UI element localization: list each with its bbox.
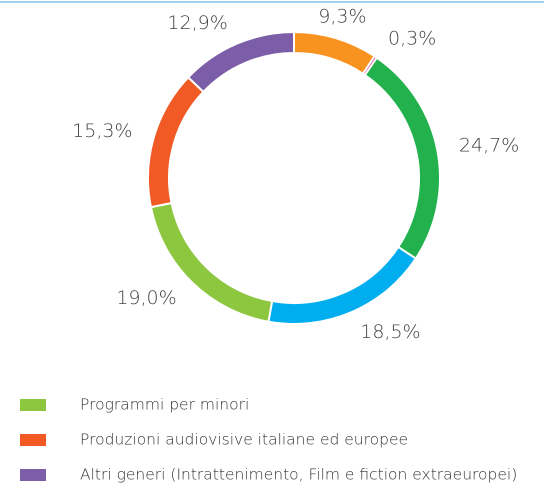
legend-swatch	[20, 434, 46, 446]
value-label: 12,9%	[167, 12, 227, 34]
legend-label: Produzioni audiovisive italiane ed europ…	[80, 431, 408, 449]
legend-label: Altri generi (Intrattenimento, Film e fi…	[80, 466, 517, 484]
value-label: 24,7%	[459, 135, 519, 157]
legend-swatch	[20, 469, 46, 481]
donut-segment	[267, 245, 418, 325]
donut-segment	[293, 30, 376, 76]
legend-label: Programmi per minori	[80, 396, 249, 414]
donut-segment	[363, 56, 441, 260]
value-label: 19,0%	[116, 287, 176, 309]
value-label: 0,3%	[388, 27, 436, 49]
value-label: 18,5%	[360, 321, 420, 343]
value-label: 15,3%	[72, 120, 132, 142]
donut-segment	[147, 75, 205, 209]
legend-swatch	[20, 399, 46, 411]
donut-segment	[186, 30, 295, 94]
value-label: 9,3%	[318, 6, 366, 28]
